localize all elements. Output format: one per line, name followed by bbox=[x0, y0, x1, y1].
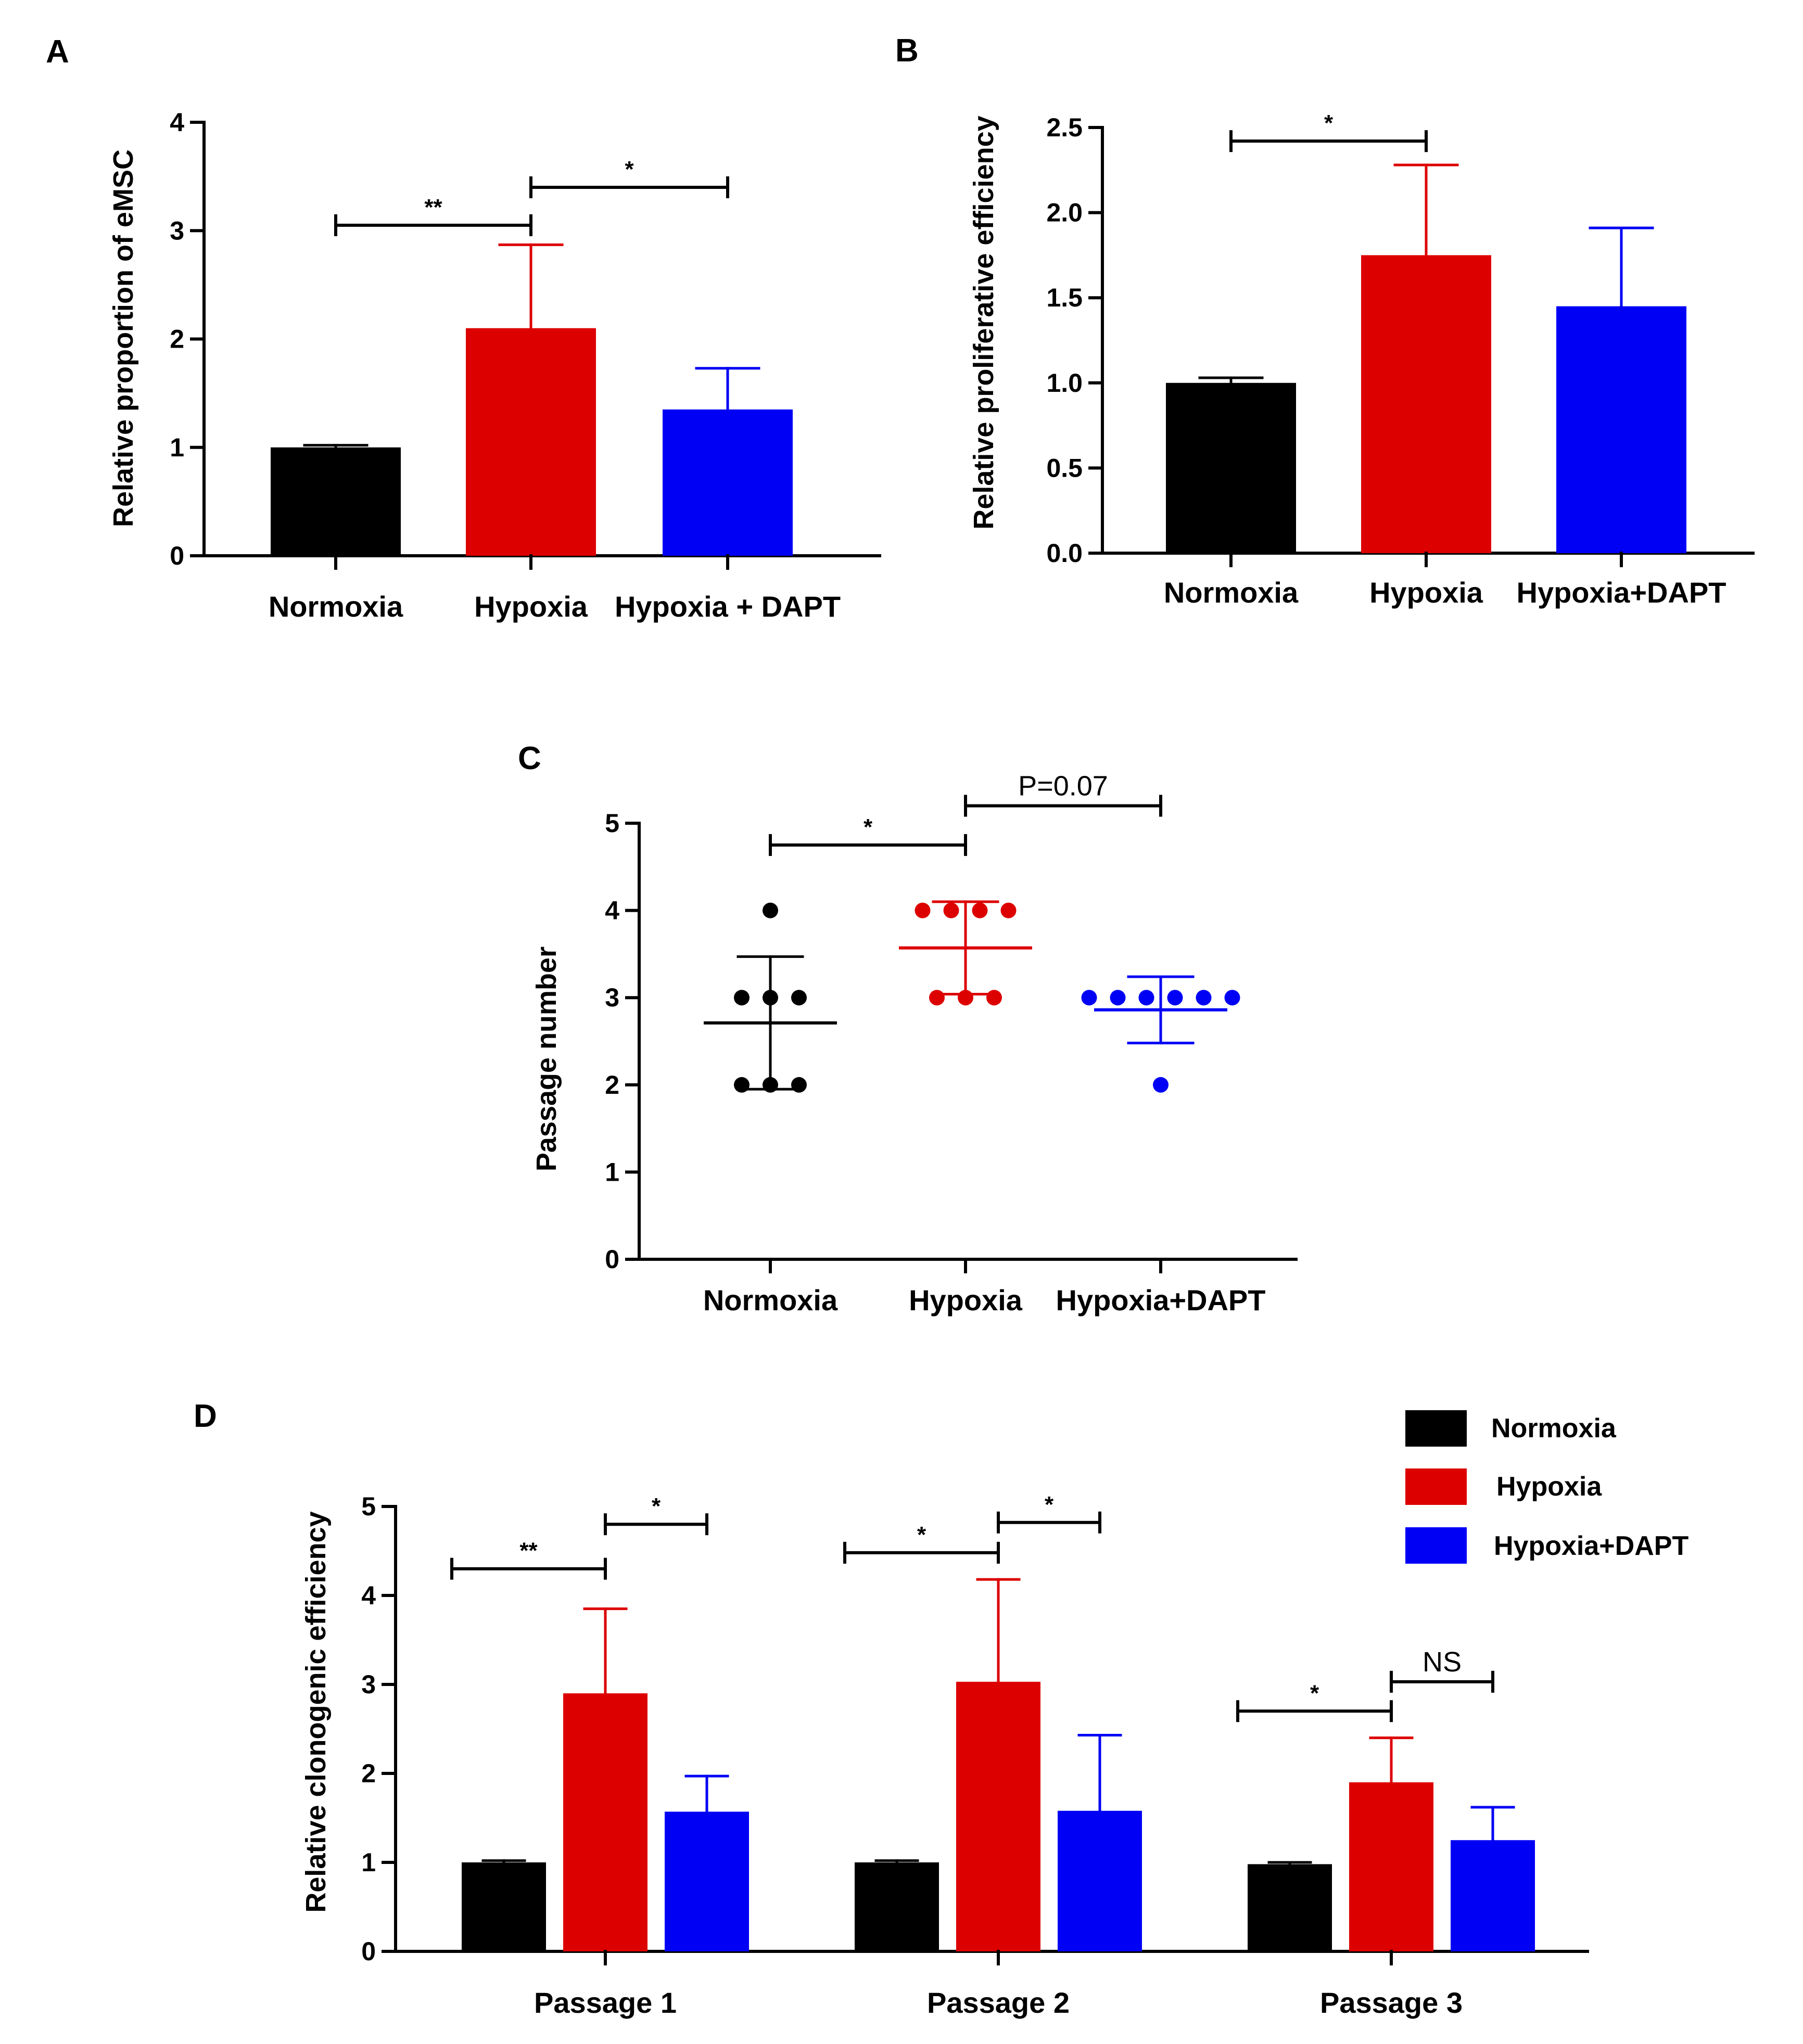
legend-label-hypoxia-dapt: Hypoxia+DAPT bbox=[1494, 1531, 1688, 1561]
panel-c-category-label-2: Hypoxia+DAPT bbox=[1056, 1284, 1266, 1317]
panel-c-point-1-0 bbox=[929, 990, 945, 1006]
panel-d-significance-2-label: * bbox=[917, 1522, 926, 1548]
panel-b-ytick-label-3: 1.5 bbox=[1046, 283, 1083, 312]
panel-d-category-label-2: Passage 3 bbox=[1320, 1986, 1463, 2019]
panel-d-bar-1-1 bbox=[956, 1681, 1040, 1951]
panel-d-significance-3-label: * bbox=[1045, 1492, 1054, 1517]
panel-letter-c: C bbox=[518, 740, 541, 776]
panel-b-ytick-label-1: 0.5 bbox=[1046, 453, 1083, 482]
panel-d-bar-2-1 bbox=[1058, 1810, 1142, 1951]
panel-letter-a: A bbox=[46, 34, 69, 70]
panel-a-category-label-0: Normoxia bbox=[269, 590, 403, 623]
panel-c-point-2-5 bbox=[1196, 990, 1212, 1006]
panel-c-ylabel: Passage number bbox=[531, 947, 562, 1171]
panel-a-ytick-label-1: 1 bbox=[170, 433, 184, 462]
panel-c-point-0-5 bbox=[791, 990, 807, 1006]
panel-c-point-2-0 bbox=[1153, 1077, 1169, 1093]
panel-d-bar-2-2 bbox=[1451, 1840, 1535, 1951]
panel-c-category-label-0: Normoxia bbox=[703, 1284, 838, 1317]
panel-b-category-label-1: Hypoxia bbox=[1369, 576, 1483, 609]
panel-c-ytick-label-2: 2 bbox=[605, 1070, 619, 1100]
panel-d-ytick-label-4: 4 bbox=[361, 1581, 376, 1610]
panel-b-bar-1 bbox=[1361, 255, 1491, 553]
panel-d-ytick-label-1: 1 bbox=[361, 1848, 376, 1877]
panel-b-significance-0-label: * bbox=[1324, 110, 1334, 136]
panel-b-bar-2 bbox=[1556, 306, 1686, 553]
panel-letter-b: B bbox=[895, 33, 919, 69]
panel-c-significance-1-label: P=0.07 bbox=[1018, 770, 1108, 801]
panel-d-significance-0-label: ** bbox=[519, 1538, 538, 1564]
panel-a-significance-1-label: * bbox=[625, 157, 634, 182]
panel-c-point-1-3 bbox=[915, 902, 931, 918]
panel-b-bar-0 bbox=[1166, 382, 1296, 553]
panel-c-point-1-5 bbox=[972, 902, 988, 918]
panel-b-ytick-label-5: 2.5 bbox=[1046, 113, 1083, 142]
legend-swatch-normoxia bbox=[1405, 1410, 1467, 1447]
legend-swatch-hypoxia-dapt bbox=[1405, 1527, 1467, 1564]
panel-a-category-label-2: Hypoxia + DAPT bbox=[615, 590, 841, 623]
panel-d-bar-2-0 bbox=[665, 1811, 749, 1951]
panel-a-significance-0-label: ** bbox=[424, 195, 442, 220]
panel-b-category-label-2: Hypoxia+DAPT bbox=[1517, 576, 1726, 609]
panel-d-significance-1-label: * bbox=[652, 1493, 661, 1519]
panel-d-significance-5-label: NS bbox=[1423, 1646, 1462, 1678]
panel-d-bar-1-0 bbox=[563, 1693, 647, 1951]
panel-c-point-2-2 bbox=[1110, 990, 1126, 1006]
panel-c-ytick-label-4: 4 bbox=[605, 896, 619, 925]
panel-c-ytick-label-1: 1 bbox=[605, 1157, 619, 1186]
panel-b-ytick-label-0: 0.0 bbox=[1046, 539, 1083, 568]
panel-d-bar-0-1 bbox=[855, 1862, 939, 1951]
panel-d-bar-0-0 bbox=[462, 1862, 546, 1951]
panel-b-ylabel: Relative proliferative efficiency bbox=[968, 116, 999, 529]
panel-a-ytick-label-2: 2 bbox=[170, 325, 184, 354]
panel-letter-d: D bbox=[194, 1398, 217, 1434]
panel-c-point-2-3 bbox=[1138, 990, 1154, 1006]
panel-c-point-1-2 bbox=[986, 990, 1002, 1006]
panel-a-bar-0 bbox=[271, 447, 401, 556]
panel-b-ytick-label-4: 2.0 bbox=[1046, 198, 1083, 227]
panel-b-ytick-label-2: 1.0 bbox=[1046, 368, 1083, 398]
panel-d-bar-0-2 bbox=[1248, 1864, 1332, 1951]
legend-label-normoxia: Normoxia bbox=[1491, 1413, 1617, 1443]
panel-c-point-0-3 bbox=[734, 990, 750, 1006]
panel-c-ytick-label-5: 5 bbox=[605, 809, 619, 838]
panel-a-bar-1 bbox=[466, 328, 596, 556]
panel-d-ytick-label-3: 3 bbox=[361, 1670, 376, 1699]
panel-d-ytick-label-0: 0 bbox=[361, 1937, 376, 1966]
panel-d-ylabel: Relative clonogenic efficiency bbox=[300, 1511, 332, 1912]
panel-a-ylabel: Relative proportion of eMSC bbox=[108, 149, 139, 527]
panel-a-ytick-label-3: 3 bbox=[170, 216, 184, 245]
legend-label-hypoxia: Hypoxia bbox=[1496, 1472, 1602, 1502]
panel-c-point-2-6 bbox=[1224, 990, 1240, 1006]
panel-c-point-2-4 bbox=[1167, 990, 1183, 1006]
panel-d-bar-1-2 bbox=[1349, 1782, 1433, 1951]
panel-a-ytick-label-4: 4 bbox=[170, 108, 184, 137]
panel-b-category-label-0: Normoxia bbox=[1164, 576, 1299, 609]
panel-c-ytick-label-0: 0 bbox=[605, 1245, 619, 1274]
panel-a-bar-2 bbox=[663, 409, 793, 556]
panel-a-ytick-label-0: 0 bbox=[170, 541, 184, 570]
panel-a-category-label-1: Hypoxia bbox=[474, 590, 588, 623]
panel-c-point-1-4 bbox=[943, 902, 959, 918]
panel-d-ytick-label-2: 2 bbox=[361, 1759, 376, 1788]
panel-d-category-label-1: Passage 2 bbox=[927, 1986, 1070, 2019]
panel-c-category-label-1: Hypoxia bbox=[909, 1284, 1023, 1317]
panel-c-point-2-1 bbox=[1081, 990, 1097, 1006]
panel-c-point-0-6 bbox=[763, 902, 778, 918]
panel-d-category-label-0: Passage 1 bbox=[534, 1986, 677, 2019]
panel-d-significance-4-label: * bbox=[1310, 1680, 1319, 1706]
panel-c-significance-0-label: * bbox=[864, 814, 873, 840]
legend: Normoxia Hypoxia Hypoxia+DAPT bbox=[1405, 1410, 1688, 1564]
panel-c-point-1-6 bbox=[1000, 902, 1017, 918]
legend-swatch-hypoxia bbox=[1405, 1468, 1467, 1505]
panel-d-ytick-label-5: 5 bbox=[361, 1492, 376, 1521]
panel-c-ytick-label-3: 3 bbox=[605, 983, 619, 1012]
